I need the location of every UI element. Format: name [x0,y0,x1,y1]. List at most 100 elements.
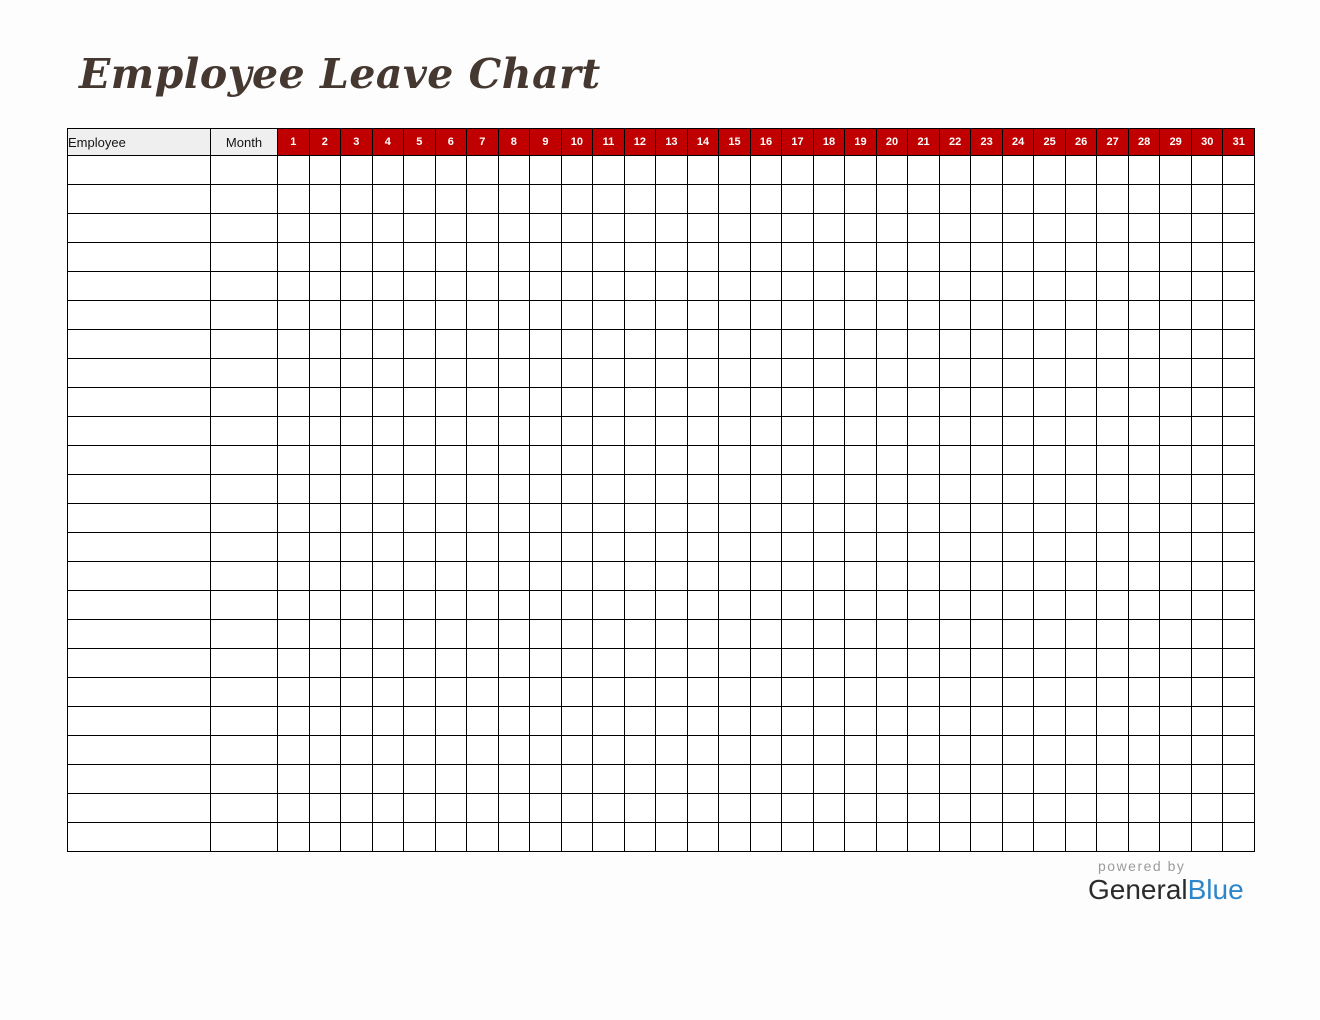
day-cell [308,358,342,388]
day-cell [1159,358,1192,388]
day-cell [403,300,436,330]
day-cell [812,329,846,359]
day-cell [655,445,688,475]
day-cell [686,793,720,823]
day-cell [277,764,310,794]
month-cell [210,445,278,475]
day-cell [749,764,783,794]
day-cell [718,271,751,301]
day-cell [970,184,1003,214]
day-cell [434,300,468,330]
day-cell [371,184,405,214]
day-cell [308,561,342,591]
day-cell [970,561,1003,591]
month-cell [210,387,278,417]
day-cell [623,416,657,446]
day-cell [623,793,657,823]
day-cell [686,822,720,852]
page-title: Employee Leave Chart [79,50,601,98]
day-cell [655,387,688,417]
month-cell [210,329,278,359]
day-cell [497,822,531,852]
day-cell [623,590,657,620]
day-cell [560,590,594,620]
day-cell [718,242,751,272]
day-cell [686,329,720,359]
day-cell [875,416,909,446]
day-cell [686,706,720,736]
day-cell [340,329,373,359]
day-cell [1001,677,1035,707]
day-cell [844,155,877,185]
day-cell [938,300,972,330]
day-cell [623,155,657,185]
day-cell [371,503,405,533]
day-cell [560,300,594,330]
day-cell [497,445,531,475]
day-cell [1001,706,1035,736]
day-cell [938,445,972,475]
day-cell [1127,648,1161,678]
day-cell [1127,329,1161,359]
day-cell [1222,271,1255,301]
day-cell [623,706,657,736]
day-cell [781,213,814,243]
day-cell [277,184,310,214]
day-cell [749,706,783,736]
day-cell [592,706,625,736]
day-cell [875,155,909,185]
day-cell [781,358,814,388]
day-cell [1064,271,1098,301]
day-cell [592,561,625,591]
day-cell [623,503,657,533]
day-cell [844,503,877,533]
day-cell [875,329,909,359]
day-cell [907,648,940,678]
day-cell [749,184,783,214]
day-cell [749,822,783,852]
day-cell [970,735,1003,765]
day-cell [1033,735,1066,765]
day-cell [1222,300,1255,330]
day-cell [844,387,877,417]
day-cell [1190,271,1224,301]
table-row [67,329,1255,359]
month-cell [210,793,278,823]
day-cell [907,329,940,359]
day-cell [1222,706,1255,736]
day-cell [434,329,468,359]
day-cell [1190,155,1224,185]
day-cell [938,648,972,678]
day-cell [277,445,310,475]
day-cell [1001,503,1035,533]
day-cell [466,706,499,736]
day-cell [1001,329,1035,359]
day-cell [1064,764,1098,794]
day-cell [623,532,657,562]
day-cell [1159,184,1192,214]
powered-by-text: powered by [1098,858,1186,874]
day-cell [466,590,499,620]
day-cell [560,503,594,533]
leave-chart-table: Employee Month 1 2 3 4 5 6 7 8 9 10 11 12 13 14 15 16 17… [67,128,1255,852]
day-cell [371,677,405,707]
day-cell [1096,793,1129,823]
day-cell [844,793,877,823]
day-cell [655,503,688,533]
day-cell [655,329,688,359]
month-cell [210,300,278,330]
day-cell [1222,503,1255,533]
employee-cell [67,155,211,185]
day-cell [592,503,625,533]
day-cell [529,590,562,620]
day-cell [749,358,783,388]
day-cell [938,503,972,533]
day-cell [1190,358,1224,388]
day-cell [560,329,594,359]
day-cell [308,677,342,707]
day-cell [308,416,342,446]
month-cell [210,474,278,504]
day-cell [907,155,940,185]
employee-cell [67,387,211,417]
day-cell [1127,445,1161,475]
